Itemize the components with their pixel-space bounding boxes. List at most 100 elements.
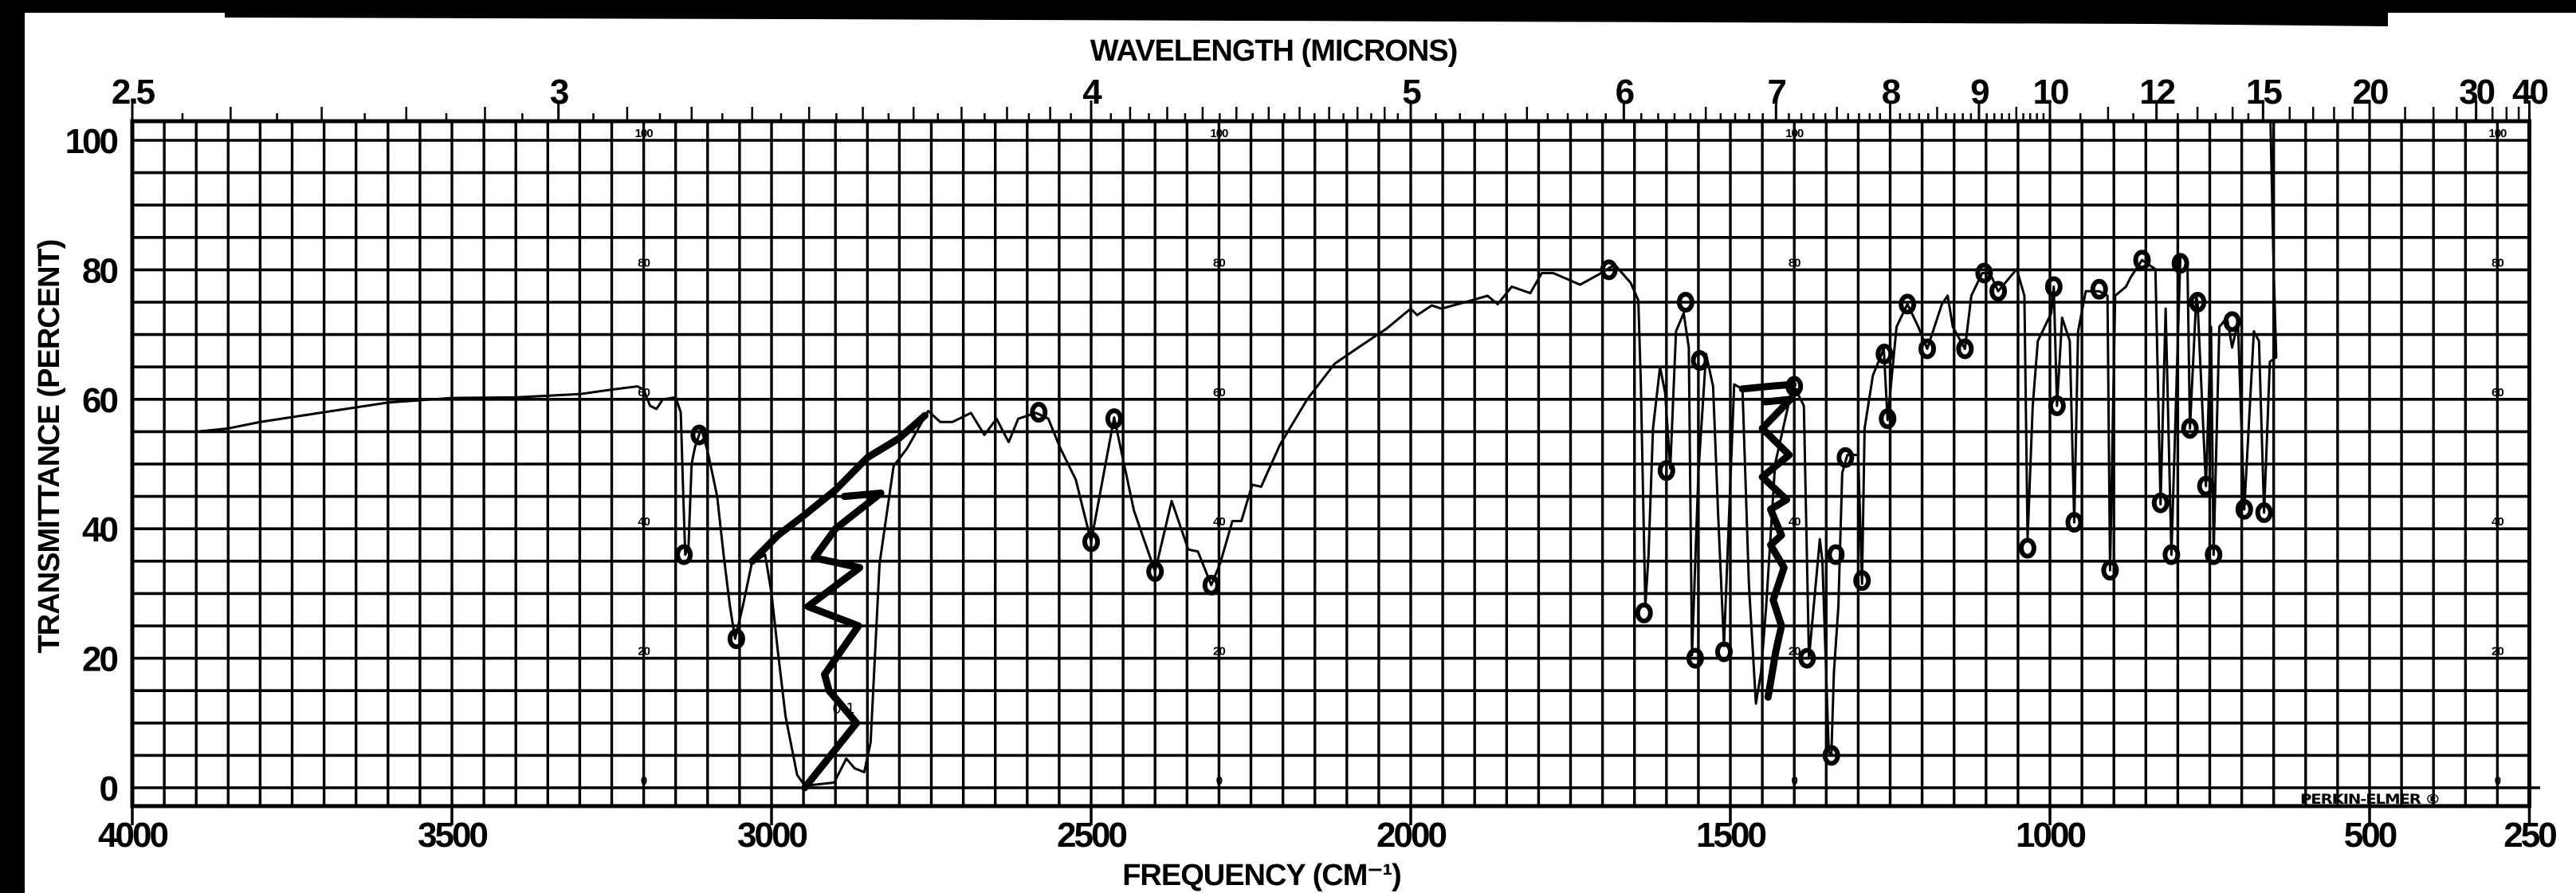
top-tick-label: 12 [2139, 73, 2174, 112]
circled-peak [1714, 641, 1733, 663]
inner-scale-label: 60 [2492, 386, 2503, 399]
circled-peak [1676, 292, 1694, 313]
inner-scale-label: 100 [1210, 127, 1228, 140]
circled-peak [1105, 408, 1123, 430]
x-tick-label: 500 [2344, 816, 2397, 855]
circled-peak [1827, 544, 1845, 565]
circled-peak [2090, 278, 2108, 300]
circled-peak [1202, 574, 1220, 596]
circled-peak [2018, 537, 2036, 559]
x-tick-label: 3500 [418, 816, 487, 855]
circled-peak [690, 424, 709, 446]
inner-scale-label: 20 [2492, 645, 2503, 659]
circled-peak [675, 544, 693, 565]
x-tick-label: 1500 [1696, 816, 1765, 855]
inner-scale-label: 100 [2488, 127, 2507, 140]
inner-scale-label: 100 [635, 127, 654, 140]
top-tick-label: 5 [1402, 73, 1421, 112]
inner-scale-label: 40 [2492, 515, 2503, 529]
left-border [0, 0, 25, 893]
top-tick-label: 20 [2353, 73, 2388, 112]
circled-peak [1030, 402, 1048, 423]
circled-peak [2065, 512, 2083, 533]
x-axis-title: FREQUENCY (CM⁻¹) [1122, 859, 1401, 892]
inner-scale-label: 20 [1789, 645, 1800, 659]
inner-scale-label: 80 [2492, 256, 2503, 269]
y-tick-label: 0 [100, 769, 118, 808]
circled-peak [1600, 259, 1618, 281]
pen-marking [801, 490, 885, 792]
circled-peak [727, 628, 745, 650]
circled-peak [1989, 281, 2008, 302]
top-tick-label: 3 [550, 73, 568, 112]
circled-peak [2044, 276, 2063, 297]
inner-scale-label: 40 [1213, 515, 1225, 529]
y-tick-label: 100 [65, 122, 118, 161]
spectrum-trace [196, 120, 2278, 788]
inner-scale-label: 80 [1213, 256, 1225, 269]
top-tick-label: 9 [1970, 73, 1989, 112]
inner-scale-label: 0 [2495, 774, 2501, 788]
inner-scale-label: 60 [1213, 386, 1225, 399]
circled-peak [2189, 292, 2207, 313]
inner-scale-label: 0 [1792, 774, 1798, 788]
circled-peak [2181, 418, 2199, 439]
y-tick-label: 80 [82, 251, 117, 290]
x-tick-label: 4000 [98, 816, 167, 855]
circled-peak [1635, 602, 1653, 624]
top-border-thick [225, 0, 2388, 26]
x-tick-label: 1000 [2016, 816, 2085, 855]
circled-peak [2162, 544, 2181, 565]
circled-peak [1875, 343, 1894, 364]
pen-markings: 0.1 [675, 250, 2273, 792]
pen-marking [1738, 380, 1797, 393]
top-tick-label: 7 [1768, 73, 1786, 112]
top-tick-label: 30 [2459, 73, 2494, 112]
pen-marking [1758, 395, 1794, 701]
inner-scale-label: 80 [1789, 256, 1800, 269]
top-axis-title: WAVELENGTH (MICRONS) [1090, 34, 1458, 68]
inner-scale: 1008060402001008060402001008060402001008… [635, 127, 2507, 788]
inner-scale-label: 20 [638, 645, 650, 659]
circled-peak [2223, 311, 2241, 332]
grid [130, 119, 2540, 808]
circled-peak [1822, 745, 1840, 766]
circled-peak [1082, 531, 1100, 553]
x-tick-label: 250 [2503, 816, 2556, 855]
handwritten-annotation: 0.1 [832, 701, 855, 718]
circled-peak [2205, 544, 2223, 565]
top-tick-label: 15 [2246, 73, 2282, 112]
circled-peak [1956, 338, 1974, 360]
spectrum-line [196, 120, 2278, 788]
x-tick-label: 2000 [1376, 816, 1446, 855]
circled-peak [2151, 492, 2170, 513]
inner-scale-label: 100 [1785, 127, 1804, 140]
top-tick-label: 40 [2512, 73, 2547, 112]
circled-peak [1686, 647, 1704, 669]
y-tick-label: 40 [82, 510, 117, 549]
circled-peak [1879, 408, 1897, 430]
axis-ticks: 4000 3500 3000 2500 2000 1500 1000 500 250020406… [65, 73, 2559, 855]
circled-peak [1785, 376, 1804, 397]
perkin-elmer-logo: PERKIN-ELMER ® [2300, 792, 2440, 808]
circled-peak [2133, 250, 2151, 271]
circled-peak [1836, 447, 1855, 468]
x-tick-label: 2500 [1057, 816, 1126, 855]
circled-peak [2171, 253, 2189, 274]
circled-peak [2048, 395, 2066, 416]
circled-peak [1853, 570, 1871, 592]
top-tick-label: 4 [1082, 73, 1102, 112]
inner-scale-label: 40 [638, 515, 650, 529]
circled-peak [1657, 460, 1675, 482]
inner-scale-label: 40 [1789, 515, 1800, 529]
circled-peak [1918, 338, 1937, 360]
pen-marking [748, 411, 929, 565]
inner-scale-label: 20 [1213, 645, 1225, 659]
circled-peak [1975, 262, 1993, 284]
circled-peak [1146, 561, 1164, 582]
circled-peak [2101, 560, 2119, 581]
inner-scale-label: 0 [1216, 774, 1223, 788]
top-tick-label: 6 [1616, 73, 1634, 112]
